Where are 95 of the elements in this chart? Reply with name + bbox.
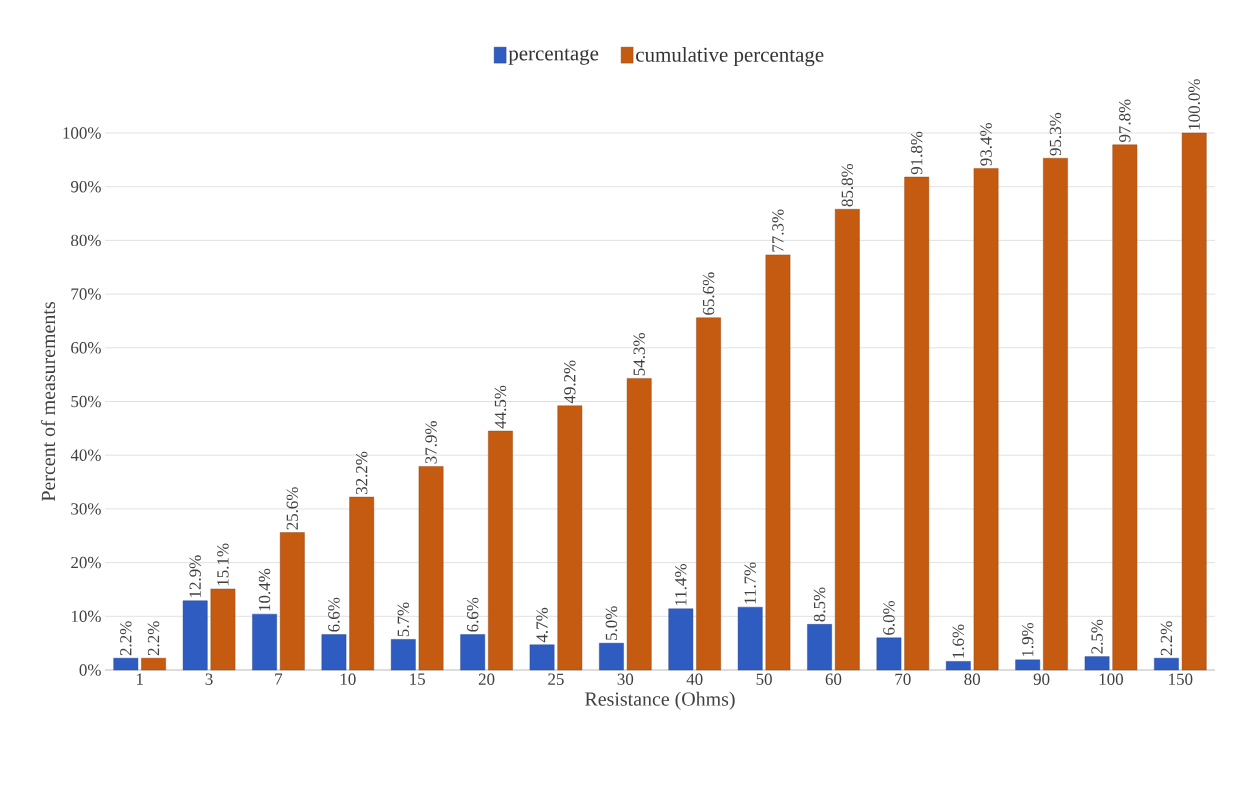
bar — [696, 317, 721, 671]
bar — [599, 642, 624, 671]
y-tick-label: 70% — [71, 288, 101, 300]
data-label: 93.4% — [980, 123, 992, 166]
y-axis-title: Percent of measurements — [40, 302, 56, 502]
y-tick-label: 40% — [70, 449, 101, 461]
x-axis-title: Resistance (Ohms) — [585, 691, 735, 710]
data-label: 54.3% — [633, 333, 645, 376]
data-label: 77.3% — [772, 209, 784, 252]
x-tick-label: 10 — [340, 673, 356, 685]
y-tick-label: 100% — [63, 127, 101, 139]
x-tick-label: 15 — [410, 673, 425, 685]
bar — [349, 496, 375, 671]
data-label: 2.2% — [1160, 621, 1173, 656]
x-tick-label: 50 — [756, 673, 772, 685]
bar — [1043, 158, 1068, 671]
data-label: 6.0% — [883, 600, 895, 635]
data-label: 8.5% — [813, 587, 826, 622]
x-tick-label: 3 — [205, 673, 213, 685]
bar — [418, 466, 444, 671]
bar — [488, 430, 513, 671]
bar — [1154, 657, 1179, 671]
bar — [1015, 659, 1041, 671]
x-tick-label: 7 — [275, 673, 283, 685]
data-label: 4.7% — [536, 607, 548, 643]
x-tick-label: 150 — [1169, 673, 1193, 685]
bar — [737, 606, 763, 671]
bar — [668, 608, 694, 671]
x-tick-label: 80 — [964, 673, 981, 685]
data-label: 44.5% — [494, 385, 507, 429]
bar — [904, 176, 930, 671]
bar — [973, 168, 999, 671]
bar — [1181, 132, 1207, 671]
bar — [945, 661, 971, 671]
data-label: 2.2% — [120, 621, 132, 656]
x-tick-label: 20 — [478, 673, 495, 685]
bar — [390, 639, 416, 671]
bar — [113, 657, 139, 671]
y-tick-label: 50% — [71, 395, 101, 408]
legend-label: cumulative percentage — [636, 47, 824, 67]
bar — [1112, 144, 1138, 671]
data-label: 37.9% — [425, 421, 437, 464]
data-label: 2.2% — [147, 621, 160, 656]
bar — [252, 613, 277, 671]
x-tick-label: 1 — [136, 673, 143, 685]
data-label: 100.0% — [1188, 79, 1200, 130]
data-label: 32.2% — [355, 451, 368, 495]
x-tick-label: 25 — [548, 673, 564, 685]
data-label: 25.6% — [286, 487, 299, 530]
x-tick-label: 90 — [1033, 673, 1050, 685]
x-tick-label: 70 — [895, 673, 911, 685]
bar — [321, 634, 347, 671]
data-label: 11.7% — [744, 562, 756, 604]
bar — [210, 588, 236, 671]
data-label: 49.2% — [564, 360, 576, 404]
legend-label: percentage — [508, 48, 599, 65]
data-label: 1.6% — [952, 624, 965, 658]
bar — [626, 378, 652, 671]
data-label: 5.0% — [605, 606, 618, 640]
bar — [141, 657, 166, 671]
y-tick-label: 10% — [71, 610, 101, 623]
data-label: 2.5% — [1091, 619, 1103, 654]
y-tick-label: 80% — [71, 234, 101, 247]
data-label: 11.4% — [675, 564, 687, 606]
data-label: 10.4% — [258, 568, 271, 611]
x-tick-label: 60 — [825, 673, 842, 685]
bar — [182, 600, 208, 671]
bar — [834, 209, 860, 671]
data-label: 12.9% — [189, 555, 201, 598]
data-label: 1.9% — [1021, 622, 1034, 657]
data-label: 95.3% — [1049, 112, 1062, 156]
data-label: 6.6% — [328, 597, 340, 632]
data-label: 65.6% — [702, 272, 715, 315]
y-tick-label: 20% — [71, 556, 101, 569]
bar — [557, 405, 583, 671]
data-label: 5.7% — [397, 602, 410, 637]
y-tick-label: 30% — [71, 503, 101, 515]
data-label: 6.6% — [466, 597, 479, 632]
bar — [807, 624, 832, 671]
bar — [460, 634, 486, 671]
x-tick-label: 40 — [686, 673, 703, 685]
bar — [529, 644, 555, 671]
bar — [279, 532, 305, 671]
bar — [876, 637, 902, 671]
x-tick-label: 100 — [1099, 673, 1124, 685]
data-label: 91.8% — [910, 131, 923, 175]
y-tick-label: 0% — [79, 664, 101, 676]
data-label: 15.1% — [217, 543, 229, 586]
bar — [765, 254, 791, 671]
y-tick-label: 60% — [71, 342, 101, 354]
bar — [1084, 656, 1110, 671]
x-tick-label: 30 — [617, 673, 634, 685]
y-tick-label: 90% — [70, 180, 101, 193]
data-label: 85.8% — [841, 163, 854, 207]
data-label: 97.8% — [1119, 99, 1131, 143]
